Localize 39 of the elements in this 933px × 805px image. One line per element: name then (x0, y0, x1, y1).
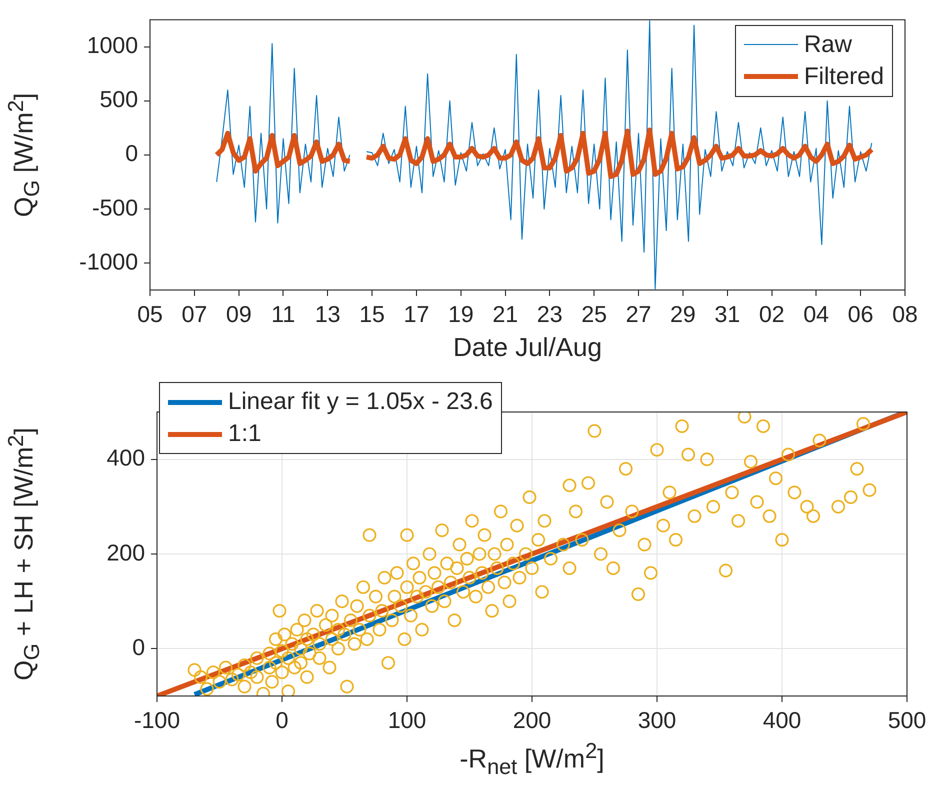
x-tick-label: -100 (134, 707, 180, 734)
x-tick-label: 23 (536, 301, 563, 328)
y-tick-label: -500 (92, 194, 138, 220)
y-tick-label: 0 (132, 634, 145, 660)
y-tick-label: 1000 (86, 32, 138, 58)
x-tick-label: 08 (892, 301, 918, 328)
x-tick-label: 21 (492, 301, 518, 328)
x-tick-label: 19 (448, 301, 474, 328)
x-tick-label: 29 (670, 301, 696, 328)
x-tick-label: 09 (226, 301, 252, 328)
legend-label: Filtered (804, 62, 884, 92)
x-tick-label: 04 (803, 301, 830, 328)
x-tick-label: 400 (762, 707, 802, 734)
y-tick-label: -1000 (79, 248, 138, 274)
y-tick-label: 500 (100, 86, 138, 112)
x-tick-label: 500 (888, 707, 926, 734)
x-tick-label: 0 (276, 707, 288, 734)
y-tick-label: 200 (106, 539, 145, 566)
x-tick-label: 300 (638, 707, 676, 734)
x-axis-title: -R$_{net}$ [W/m$^{2}$] (460, 738, 604, 780)
x-tick-label: 06 (848, 301, 874, 328)
x-tick-label: 02 (758, 301, 785, 328)
y-tick-label: 400 (106, 444, 145, 471)
legend-label: 1:1 (228, 419, 262, 449)
x-tick-label: 13 (314, 301, 340, 328)
x-tick-label: 17 (404, 301, 430, 328)
legend-label: Linear fit y = 1.05x - 23.6 (228, 387, 493, 417)
x-tick-label: 15 (359, 301, 385, 328)
x-tick-label: 25 (581, 301, 607, 328)
y-tick-label: 0 (125, 140, 138, 166)
x-tick-label: 200 (512, 707, 552, 734)
x-tick-label: 31 (714, 301, 740, 328)
x-tick-label: 05 (137, 301, 163, 328)
x-tick-label: 100 (388, 707, 426, 734)
x-axis-title: Date Jul/Aug (453, 332, 602, 363)
x-tick-label: 27 (626, 301, 652, 328)
legend-label: Raw (804, 30, 852, 60)
x-tick-label: 07 (182, 301, 208, 328)
x-tick-label: 11 (271, 301, 296, 328)
